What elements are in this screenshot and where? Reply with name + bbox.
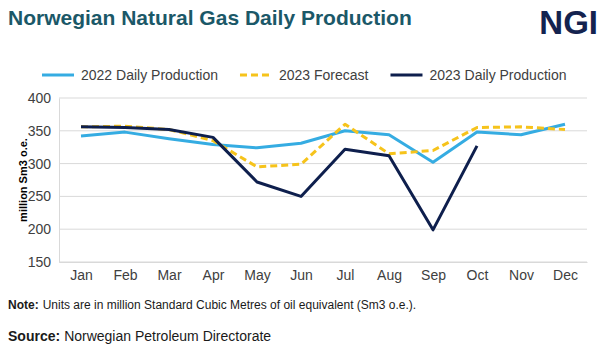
x-tick: Nov <box>509 262 534 283</box>
legend-swatch <box>390 74 422 77</box>
y-tick: 200 <box>28 221 59 237</box>
grid-line <box>59 98 587 99</box>
lines <box>81 124 565 230</box>
x-tick: Jan <box>70 262 93 283</box>
legend-item: 2022 Daily Production <box>42 67 218 83</box>
grid-line <box>59 229 587 230</box>
y-tick: 350 <box>28 123 59 139</box>
y-tick-label: 150 <box>28 254 52 270</box>
x-tick-label: Apr <box>203 267 225 283</box>
legend-item: 2023 Daily Production <box>390 67 566 83</box>
x-tick-label: Feb <box>113 267 137 283</box>
grid <box>59 98 587 262</box>
x-tick: Oct <box>467 262 489 283</box>
y-tick-label: 250 <box>28 188 52 204</box>
y-axis-title: million Sm3 o.e. <box>17 138 29 222</box>
legend-swatch <box>240 74 272 77</box>
note-label: Note: <box>8 298 39 312</box>
legend-label: 2023 Daily Production <box>429 67 566 83</box>
note: Source:Norwegian Petroleum Directorate <box>8 328 271 344</box>
note-text: Norwegian Petroleum Directorate <box>64 328 271 344</box>
legend-item: 2023 Forecast <box>240 67 369 83</box>
x-tick: Mar <box>157 262 181 283</box>
x-tick: Aug <box>377 262 402 283</box>
logo: NGI <box>539 4 598 41</box>
y-tick: 400 <box>28 90 59 106</box>
x-tick-label: Jul <box>337 267 355 283</box>
x-tick-label: Jun <box>290 267 313 283</box>
y-tick: 250 <box>28 188 59 204</box>
grid-line <box>59 262 587 263</box>
x-tick-label: Sep <box>421 267 446 283</box>
x-tick: Jun <box>290 262 313 283</box>
x-tick: Dec <box>553 262 578 283</box>
x-tick-label: Aug <box>377 267 402 283</box>
note-text: Units are in million Standard Cubic Metr… <box>43 298 417 312</box>
grid-line <box>59 163 587 164</box>
x-tick: Feb <box>113 262 137 283</box>
y-axis: 150 200 250 300 350 400 <box>28 90 60 270</box>
x-tick-label: Mar <box>157 267 181 283</box>
x-tick: Sep <box>421 262 446 283</box>
y-tick-label: 300 <box>28 156 52 172</box>
y-tick: 300 <box>28 156 59 172</box>
x-tick: Apr <box>203 262 225 283</box>
legend-swatch <box>42 74 74 77</box>
y-tick-label: 200 <box>28 221 52 237</box>
x-tick-label: Nov <box>509 267 534 283</box>
x-tick: Jul <box>337 262 355 283</box>
title: Norwegian Natural Gas Daily Production <box>8 6 412 29</box>
x-tick-label: Oct <box>467 267 489 283</box>
x-axis: Jan Feb Mar Apr May Jun Jul Aug Sep Oct Nov Dec <box>60 262 588 283</box>
x-tick-label: Jan <box>70 267 93 283</box>
series-line <box>81 124 565 167</box>
legend-label: 2023 Forecast <box>279 67 369 83</box>
x-tick-label: May <box>244 267 270 283</box>
y-tick: 150 <box>28 254 59 270</box>
grid-line <box>59 130 587 131</box>
legend-label: 2022 Daily Production <box>81 67 218 83</box>
x-axis-line <box>60 262 588 263</box>
x-tick-label: Dec <box>553 267 578 283</box>
grid-line <box>59 196 587 197</box>
series-line <box>81 127 477 230</box>
note: Note: Units are in million Standard Cubic… <box>8 298 416 312</box>
chart: Norwegian Natural Gas Daily Production NG… <box>0 0 612 358</box>
y-tick-label: 400 <box>28 90 52 106</box>
legend: 2022 Daily Production 2023 Forecast 2023 D… <box>42 67 566 83</box>
y-tick-label: 350 <box>28 123 52 139</box>
x-tick: May <box>244 262 270 283</box>
note-label: Source: <box>8 328 60 344</box>
y-axis-line <box>59 99 60 263</box>
